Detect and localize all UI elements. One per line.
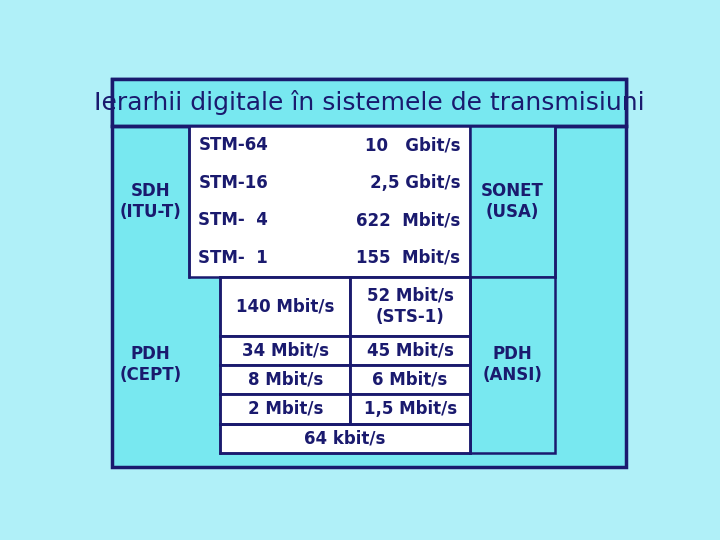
Text: 64 kbit/s: 64 kbit/s: [305, 429, 386, 447]
Bar: [469, 126, 555, 276]
Bar: [220, 276, 351, 336]
Text: SONET
(USA): SONET (USA): [481, 182, 544, 221]
Text: PDH
(CEPT): PDH (CEPT): [120, 345, 181, 384]
Bar: [351, 394, 469, 423]
Text: STM-  4: STM- 4: [199, 211, 269, 230]
Text: 2,5 Gbit/s: 2,5 Gbit/s: [370, 174, 461, 192]
Text: 34 Mbit/s: 34 Mbit/s: [242, 341, 329, 360]
Text: STM-  1: STM- 1: [199, 249, 269, 267]
Text: 45 Mbit/s: 45 Mbit/s: [366, 341, 454, 360]
Bar: [189, 126, 469, 276]
Bar: [220, 365, 351, 394]
Bar: [112, 79, 626, 126]
Bar: [351, 365, 469, 394]
Bar: [220, 336, 351, 365]
Bar: [351, 276, 469, 336]
Bar: [469, 276, 555, 453]
Text: SDH
(ITU-T): SDH (ITU-T): [120, 182, 181, 221]
Text: 8 Mbit/s: 8 Mbit/s: [248, 371, 323, 389]
Text: 140 Mbit/s: 140 Mbit/s: [236, 297, 335, 315]
Text: 2 Mbit/s: 2 Mbit/s: [248, 400, 323, 418]
Text: 155  Mbit/s: 155 Mbit/s: [356, 249, 461, 267]
Text: STM-64: STM-64: [199, 136, 269, 154]
Text: PDH
(ANSI): PDH (ANSI): [482, 345, 542, 384]
Text: 1,5 Mbit/s: 1,5 Mbit/s: [364, 400, 456, 418]
Text: 10   Gbit/s: 10 Gbit/s: [365, 136, 461, 154]
Text: STM-16: STM-16: [199, 174, 269, 192]
Text: 622  Mbit/s: 622 Mbit/s: [356, 211, 461, 230]
Bar: [220, 394, 351, 423]
Text: 52 Mbit/s
(STS-1): 52 Mbit/s (STS-1): [366, 287, 454, 326]
Bar: [220, 423, 469, 453]
Text: 6 Mbit/s: 6 Mbit/s: [372, 371, 448, 389]
Text: Ierarhii digitale în sistemele de transmisiuni: Ierarhii digitale în sistemele de transm…: [94, 90, 644, 115]
Bar: [351, 336, 469, 365]
